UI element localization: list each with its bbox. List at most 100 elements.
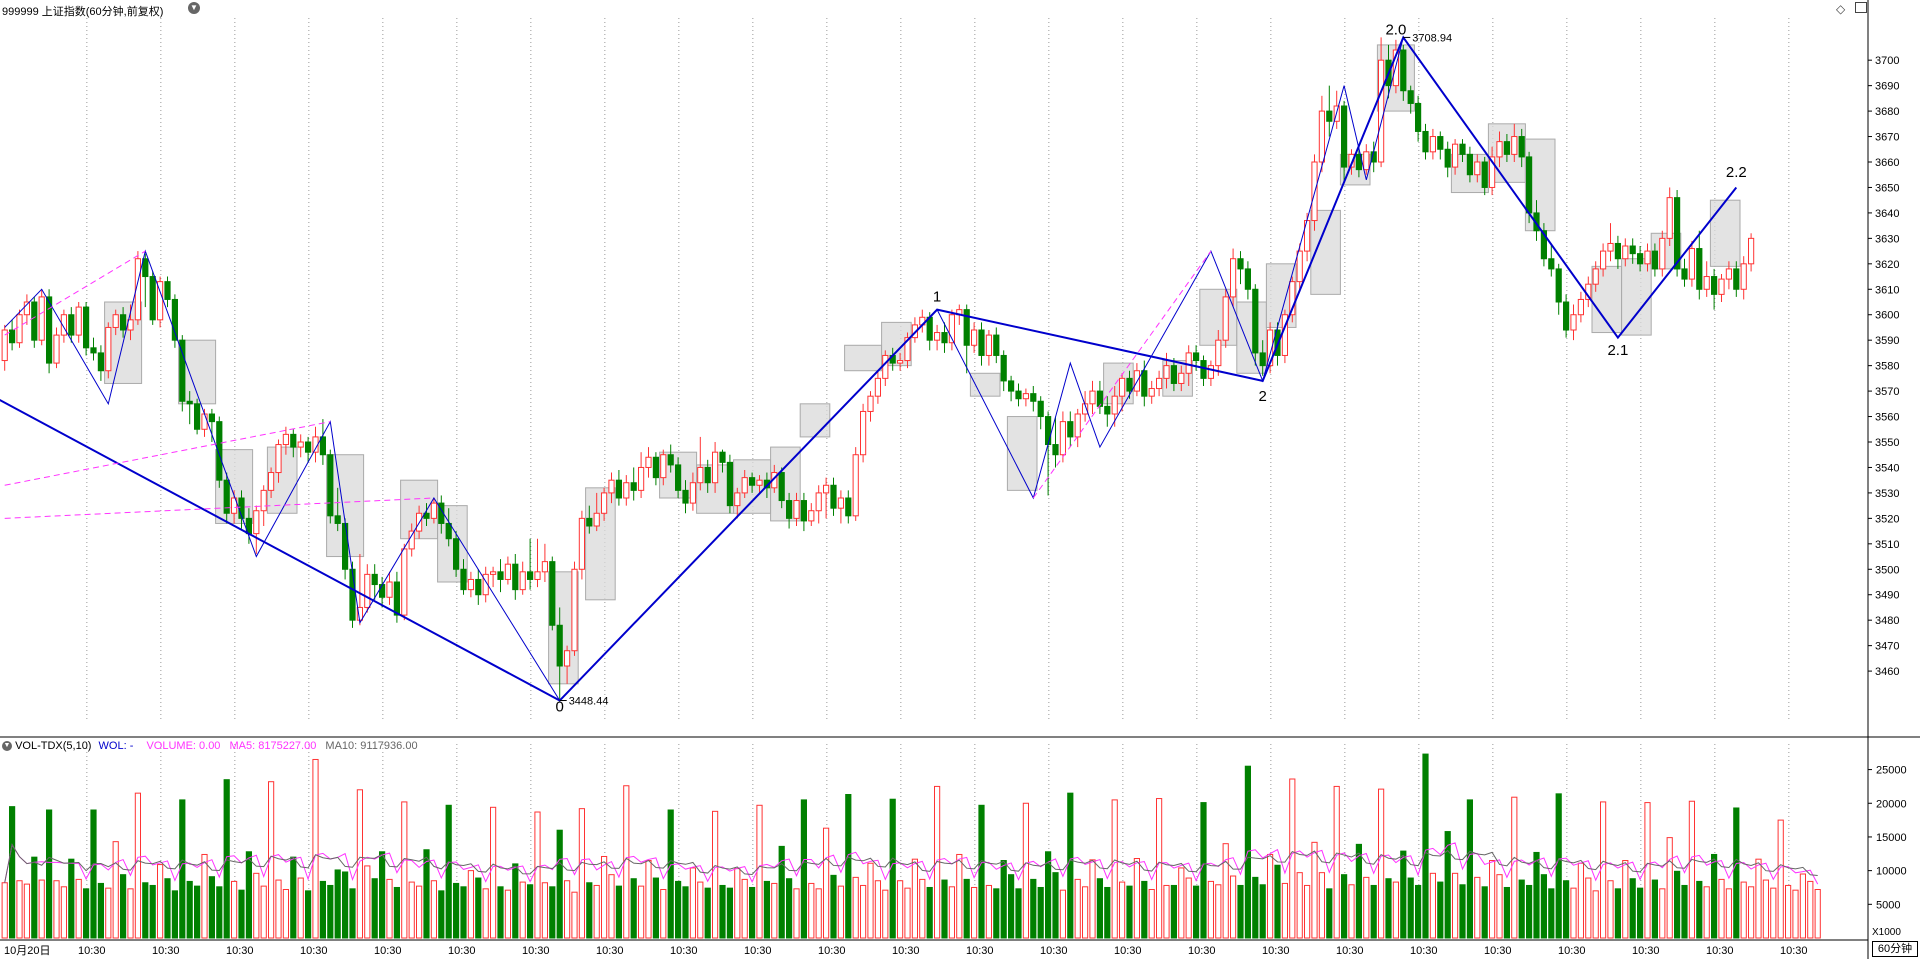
volume-bar-up	[1222, 843, 1229, 939]
time-tick-label: 10:30	[892, 945, 920, 957]
candle-down	[845, 497, 852, 517]
time-tick-label: 10:30	[1114, 945, 1142, 957]
volume-bar-up	[1622, 860, 1629, 939]
candle-down	[1711, 276, 1718, 295]
candle-up	[23, 301, 30, 316]
volume-bar-up	[282, 888, 289, 939]
volume-bar-up	[60, 886, 67, 939]
candle-up	[601, 492, 608, 514]
volume-bar-down	[349, 888, 356, 939]
volume-bar-up	[430, 880, 437, 939]
volume-bar-up	[386, 878, 393, 939]
candle-down	[142, 258, 149, 278]
volume-bar-down	[1037, 886, 1044, 939]
candle-up	[564, 650, 571, 667]
time-tick-label: 10:30	[448, 945, 476, 957]
volume-bar-up	[1740, 881, 1747, 939]
volume-bar-up	[105, 887, 112, 939]
volume-bar-down	[460, 886, 467, 939]
candle-up	[53, 334, 60, 364]
candle-up	[231, 497, 238, 514]
volume-bar-down	[1274, 864, 1281, 939]
volume-bar-up	[1429, 872, 1437, 939]
candle-up	[541, 561, 548, 573]
candle-up	[1474, 161, 1481, 176]
price-label: 3708.94	[1412, 32, 1452, 44]
candle-up	[1748, 237, 1755, 265]
wave-line	[4, 249, 561, 701]
volume-bar-up	[897, 880, 904, 939]
time-tick-label: 10:30	[1558, 945, 1586, 957]
candle-down	[290, 433, 297, 448]
price-tick-label: 3630	[1875, 233, 1899, 245]
volume-bar-up	[275, 879, 282, 939]
candle-down	[1141, 370, 1148, 397]
volume-bar-down	[327, 884, 334, 939]
candle-up	[1429, 136, 1437, 153]
volume-bar-down	[9, 806, 16, 939]
volume-bar-up	[490, 806, 497, 939]
candle-up	[756, 479, 763, 486]
volume-bar-down	[1170, 884, 1178, 939]
volume-bar-down	[1437, 881, 1444, 939]
candle-down	[1355, 153, 1363, 171]
candle-up	[897, 360, 904, 364]
volume-bar-down	[586, 882, 593, 939]
volume-bar-down	[652, 877, 659, 939]
volume-bar-up	[519, 881, 526, 939]
candle-down	[704, 466, 711, 484]
period-button[interactable]: 60分钟	[1872, 941, 1918, 957]
volume-bar-down	[319, 880, 326, 939]
candle-down	[993, 334, 1000, 356]
volume-bar-down	[963, 878, 970, 939]
candle-down	[1015, 390, 1022, 400]
candle-up	[645, 456, 652, 468]
time-tick-label: 10:30	[1188, 945, 1216, 957]
wave-label: 2.1	[1607, 342, 1628, 359]
price-tick-label: 3680	[1875, 106, 1899, 118]
candle-up	[823, 484, 830, 494]
candle-down	[1400, 49, 1407, 92]
volume-bar-up	[1089, 859, 1096, 939]
diamond-icon[interactable]: ◇	[1836, 2, 1846, 16]
volume-bar-up	[1770, 887, 1777, 939]
candle-up	[1511, 136, 1518, 155]
candle-up	[112, 314, 119, 328]
candle-up	[1378, 59, 1385, 163]
volume-bar-down	[194, 885, 201, 939]
candle-up	[1489, 156, 1496, 188]
volume-chevron-icon[interactable]: ▼	[2, 741, 12, 752]
volume-bar-up	[1281, 882, 1289, 939]
volume-bar-up	[1607, 880, 1614, 939]
ma10-line	[4, 843, 1818, 883]
volume-bar-up	[1111, 799, 1118, 939]
volume-bar-up	[904, 887, 911, 939]
volume-bar-down	[1355, 843, 1363, 939]
candle-up	[1267, 329, 1274, 367]
volume-bar-up	[1718, 878, 1725, 939]
candle-up	[38, 296, 45, 341]
candle-down	[1681, 268, 1688, 280]
candle-down	[327, 454, 334, 517]
volume-bar-up	[1119, 881, 1126, 939]
volume-bar-up	[134, 792, 142, 939]
volume-bar-down	[497, 886, 504, 939]
volume-bar-up	[467, 870, 474, 939]
volume-bar-up	[1785, 884, 1792, 939]
volume-bar-up	[157, 864, 164, 939]
candle-down	[1444, 148, 1451, 168]
candle-up	[1592, 268, 1599, 285]
volume-bar-down	[1096, 878, 1104, 939]
volume-bar-down	[1067, 792, 1074, 939]
candle-down	[1555, 268, 1562, 303]
candle-down	[349, 568, 356, 621]
volume-bar-down	[830, 874, 837, 939]
volume-bar-up	[38, 879, 45, 939]
candle-up	[490, 571, 497, 575]
candle-up	[1, 329, 8, 362]
chevron-down-icon[interactable]: ▼	[188, 2, 200, 14]
candle-up	[1318, 110, 1326, 163]
panel-toggle-icon[interactable]	[1855, 2, 1867, 13]
price-tick-label: 3670	[1875, 132, 1899, 144]
volume-bar-up	[1333, 785, 1340, 939]
